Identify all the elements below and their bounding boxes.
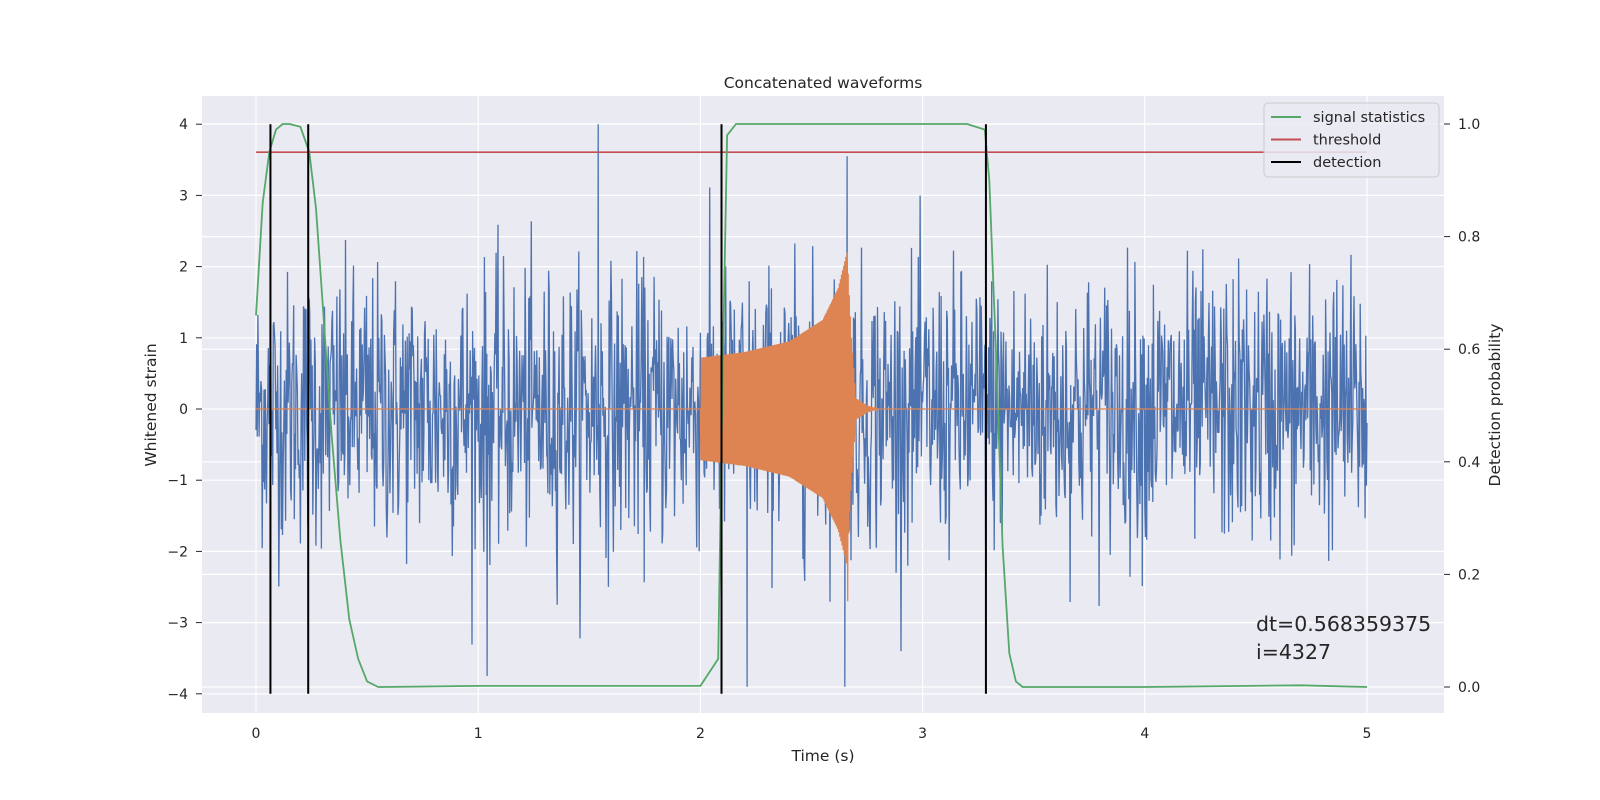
- y-tick-label: 4: [179, 117, 188, 133]
- y2-tick-label: 1.0: [1458, 117, 1480, 133]
- ticks: 0 1 2 3 4 5 −4 −3 −2 −1 0 1 2 3 4 0.0 0.2 0.4 0.6 0.8 1.0: [167, 117, 1480, 742]
- y-tick-label: −2: [167, 544, 188, 560]
- y2-axis-label: Detection probability: [1486, 324, 1504, 487]
- legend-label: signal statistics: [1313, 110, 1425, 126]
- y2-tick-label: 0.4: [1458, 455, 1480, 471]
- x-tick-label: 4: [1140, 726, 1149, 742]
- x-tick-label: 5: [1363, 726, 1372, 742]
- y-tick-label: 0: [179, 402, 188, 418]
- legend: signal statistics threshold detection: [1263, 102, 1440, 178]
- y-tick-label: −4: [167, 687, 188, 703]
- x-tick-label: 0: [252, 726, 261, 742]
- x-axis-label: Time (s): [790, 747, 854, 765]
- legend-frame: [1263, 102, 1440, 178]
- annotation-line-2: i=4327: [1256, 640, 1331, 664]
- injected-waveform-line: [256, 252, 1367, 602]
- x-tick-label: 2: [696, 726, 705, 742]
- chart-title: Concatenated waveforms: [724, 74, 923, 92]
- y-tick-label: 3: [179, 188, 188, 204]
- plot-layer: [255, 123, 1368, 694]
- y2-tick-label: 0.2: [1458, 567, 1480, 583]
- annotation-text: dt=0.568359375 i=4327: [1256, 612, 1438, 664]
- y2-tick-label: 0.6: [1458, 342, 1480, 358]
- y2-tick-label: 0.8: [1458, 230, 1480, 246]
- y-axis-label: Whitened strain: [142, 343, 160, 466]
- x-tick-label: 1: [474, 726, 483, 742]
- legend-label: threshold: [1313, 133, 1381, 149]
- y-tick-label: 2: [179, 260, 188, 276]
- legend-label: detection: [1313, 155, 1381, 171]
- y-tick-label: −1: [167, 473, 188, 489]
- x-tick-label: 3: [918, 726, 927, 742]
- annotation-line-1: dt=0.568359375: [1256, 612, 1431, 636]
- y2-tick-label: 0.0: [1458, 680, 1480, 696]
- y-tick-label: 1: [179, 331, 188, 347]
- y-tick-label: −3: [167, 616, 188, 632]
- signal-statistics-line: [255, 123, 1368, 688]
